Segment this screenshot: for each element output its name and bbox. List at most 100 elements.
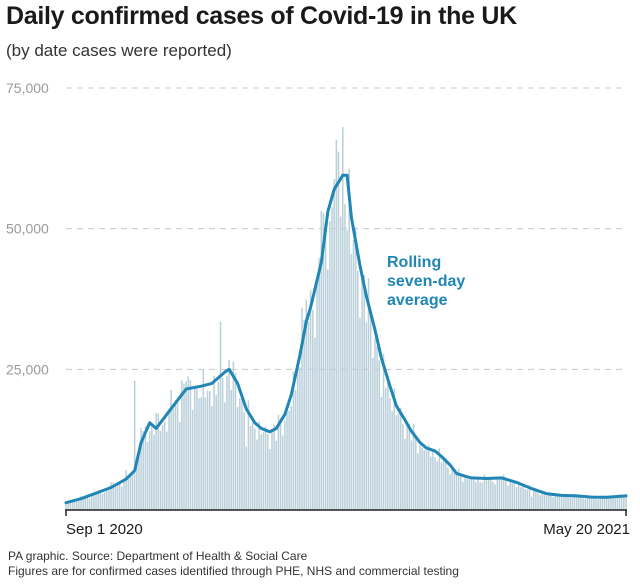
- daily-case-bar: [593, 495, 595, 510]
- daily-case-bar: [230, 389, 232, 510]
- daily-case-bar: [367, 277, 370, 510]
- daily-case-bar: [322, 212, 325, 511]
- daily-case-bar: [269, 448, 271, 510]
- daily-case-bar: [408, 424, 411, 510]
- daily-case-bar: [170, 389, 172, 510]
- daily-case-bar: [185, 381, 187, 510]
- daily-case-bar: [138, 447, 140, 510]
- daily-case-bar: [457, 469, 460, 510]
- daily-case-bar: [110, 482, 112, 510]
- daily-case-bar: [556, 495, 559, 510]
- daily-case-bar: [159, 430, 162, 510]
- daily-case-bar: [155, 413, 157, 510]
- daily-case-bar: [494, 484, 496, 510]
- daily-case-bar: [487, 479, 490, 510]
- daily-case-bar: [492, 481, 494, 510]
- daily-case-bar: [451, 466, 453, 510]
- daily-case-bar: [281, 435, 284, 510]
- chart-subtitle: (by date cases were reported): [6, 41, 232, 60]
- daily-case-bar: [262, 432, 265, 510]
- daily-case-bar: [140, 428, 142, 510]
- daily-case-bar: [597, 499, 599, 510]
- daily-case-bar: [500, 478, 503, 510]
- daily-case-bar: [565, 497, 567, 510]
- daily-case-bar: [82, 498, 84, 510]
- daily-case-bar: [221, 377, 224, 510]
- daily-case-bar: [172, 408, 175, 510]
- daily-case-bar: [346, 230, 348, 510]
- daily-case-bar: [625, 493, 627, 510]
- daily-case-bar: [245, 446, 247, 510]
- daily-case-bar: [333, 179, 335, 511]
- daily-case-bar: [455, 474, 458, 510]
- daily-case-bar: [470, 477, 473, 510]
- daily-case-bar: [391, 411, 393, 510]
- daily-case-bar: [273, 424, 275, 510]
- daily-case-bar: [425, 450, 428, 510]
- daily-case-bar: [151, 425, 153, 510]
- daily-case-bar: [277, 414, 280, 510]
- daily-case-bar: [228, 360, 230, 510]
- daily-case-bar: [219, 321, 222, 510]
- daily-case-bar: [73, 500, 76, 510]
- daily-case-bar: [187, 376, 190, 510]
- daily-case-bar: [449, 474, 451, 510]
- daily-case-bar: [271, 432, 273, 510]
- daily-case-bar: [584, 498, 586, 510]
- daily-case-bar: [616, 497, 619, 510]
- daily-case-bar: [466, 478, 468, 510]
- daily-case-bar: [552, 497, 554, 510]
- daily-case-bar: [352, 239, 355, 510]
- daily-case-bar: [157, 413, 160, 510]
- y-tick-label: 50,000: [6, 221, 49, 237]
- daily-case-bar: [166, 431, 168, 510]
- daily-case-bar: [204, 397, 207, 510]
- daily-case-bar: [232, 361, 235, 510]
- daily-case-bar: [258, 421, 260, 510]
- daily-case-bar: [560, 495, 563, 510]
- daily-case-bar: [475, 481, 477, 510]
- daily-case-bar: [571, 497, 574, 510]
- daily-case-bar: [477, 478, 479, 510]
- daily-case-bars: [65, 127, 627, 511]
- x-axis: Sep 1 2020 May 20 2021: [65, 509, 630, 538]
- daily-case-bar: [361, 274, 363, 510]
- daily-case-bar: [256, 439, 258, 510]
- daily-case-bar: [200, 397, 202, 510]
- daily-case-bar: [101, 493, 104, 510]
- daily-case-bar: [522, 485, 524, 510]
- daily-case-bar: [309, 290, 312, 510]
- daily-case-bar: [539, 494, 541, 510]
- daily-case-bar: [146, 442, 149, 510]
- daily-case-bar: [387, 382, 389, 510]
- daily-case-bar: [294, 389, 297, 510]
- daily-case-bar: [369, 312, 372, 510]
- daily-case-bar: [620, 495, 623, 510]
- daily-case-bar: [213, 375, 215, 510]
- daily-case-bar: [445, 458, 447, 510]
- daily-case-bar: [567, 495, 569, 510]
- daily-case-bar: [251, 423, 254, 510]
- daily-case-bar: [209, 391, 211, 510]
- daily-case-bar: [307, 321, 310, 510]
- daily-case-bar: [211, 405, 213, 510]
- methodology-note: Figures are for confirmed cases identifi…: [8, 564, 459, 578]
- daily-case-bar: [243, 412, 245, 510]
- daily-case-bar: [354, 227, 357, 511]
- daily-case-bar: [183, 383, 185, 510]
- daily-case-bar: [580, 495, 582, 510]
- daily-case-bar: [603, 497, 606, 510]
- daily-case-bar: [71, 501, 74, 510]
- daily-case-bar: [339, 216, 342, 510]
- daily-case-bar: [131, 472, 134, 510]
- daily-case-bar: [236, 407, 239, 510]
- daily-case-bar: [363, 274, 365, 510]
- daily-case-bar: [106, 489, 108, 510]
- daily-case-bar: [541, 491, 544, 510]
- daily-case-bar: [121, 486, 123, 510]
- daily-case-bar: [414, 437, 417, 510]
- daily-case-bar: [430, 456, 432, 510]
- daily-case-bar: [125, 469, 127, 510]
- daily-case-bar: [427, 444, 430, 510]
- daily-case-bar: [380, 396, 383, 510]
